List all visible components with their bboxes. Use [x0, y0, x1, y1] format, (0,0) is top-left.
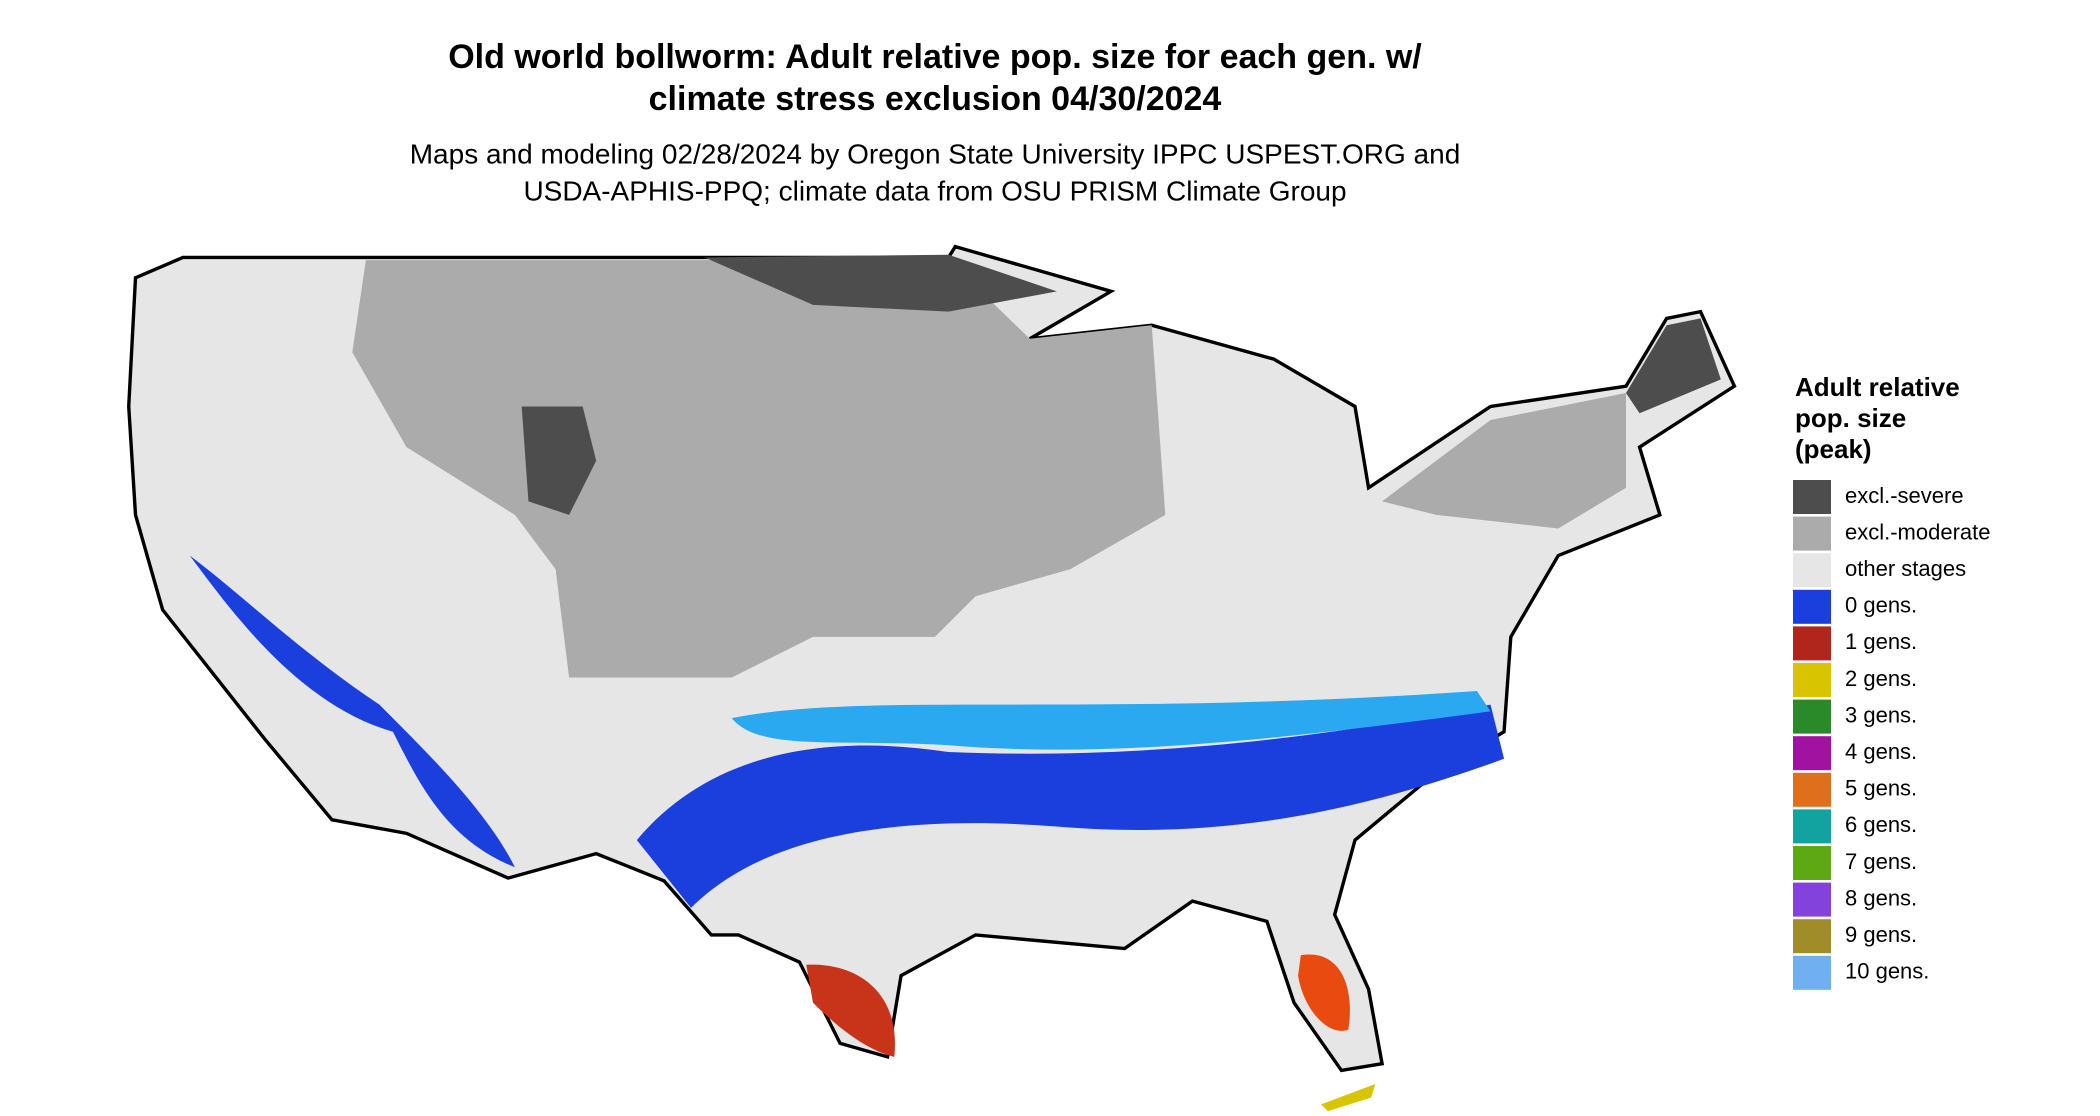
- legend-label: 5 gens.: [1845, 776, 1917, 801]
- legend-label: 8 gens.: [1845, 885, 1917, 910]
- legend: Adult relative pop. size (peak) excl.-se…: [1793, 372, 1991, 990]
- yellow-keys: [1321, 1084, 1376, 1112]
- legend-title: pop. size: [1795, 403, 1906, 433]
- legend-swatch: [1793, 809, 1831, 844]
- legend-swatch: [1793, 736, 1831, 771]
- legend-swatch: [1793, 589, 1831, 624]
- title: Old world bollworm: Adult relative pop. …: [410, 38, 1461, 206]
- legend-swatch: [1793, 663, 1831, 697]
- title-line: Old world bollworm: Adult relative pop. …: [448, 38, 1422, 76]
- legend-swatch: [1793, 699, 1831, 734]
- legend-label: 9 gens.: [1845, 922, 1917, 947]
- legend-label: 4 gens.: [1845, 739, 1917, 764]
- legend-swatch: [1793, 955, 1831, 990]
- legend-swatch: [1793, 919, 1831, 954]
- severe-region: [1626, 318, 1721, 414]
- title-line: climate stress exclusion 04/30/2024: [649, 80, 1222, 118]
- legend-swatch: [1793, 553, 1831, 588]
- legend-swatch: [1793, 626, 1831, 661]
- red-florida: [1298, 954, 1350, 1031]
- legend-label: 10 gens.: [1845, 959, 1929, 984]
- legend-label: 3 gens.: [1845, 702, 1917, 727]
- legend-label: excl.-moderate: [1845, 519, 1991, 544]
- legend-label: 7 gens.: [1845, 849, 1917, 874]
- subtitle-line: USDA-APHIS-PPQ; climate data from OSU PR…: [523, 175, 1346, 206]
- legend-swatch: [1793, 846, 1831, 880]
- blue-west: [189, 555, 515, 868]
- legend-label: other stages: [1845, 556, 1966, 581]
- blue-band: [636, 704, 1505, 908]
- legend-swatch: [1793, 516, 1831, 551]
- legend-label: 0 gens.: [1845, 593, 1917, 618]
- us-map: [127, 244, 1737, 1112]
- legend-label: 2 gens.: [1845, 666, 1917, 691]
- moderate-region: [1382, 392, 1626, 529]
- severe-region: [521, 406, 597, 515]
- legend-label: excl.-severe: [1845, 483, 1964, 508]
- blue-band-light: [731, 691, 1491, 750]
- legend-title: (peak): [1795, 434, 1872, 464]
- legend-label: 1 gens.: [1845, 629, 1917, 654]
- legend-swatch: [1793, 480, 1831, 514]
- legend-label: 6 gens.: [1845, 812, 1917, 837]
- moderate-region: [352, 260, 1166, 678]
- severe-region: [704, 254, 1057, 312]
- subtitle-line: Maps and modeling 02/28/2024 by Oregon S…: [410, 138, 1461, 169]
- legend-swatch: [1793, 772, 1831, 807]
- red-texas: [806, 964, 895, 1057]
- legend-swatch: [1793, 882, 1831, 917]
- legend-title: Adult relative: [1795, 372, 1960, 402]
